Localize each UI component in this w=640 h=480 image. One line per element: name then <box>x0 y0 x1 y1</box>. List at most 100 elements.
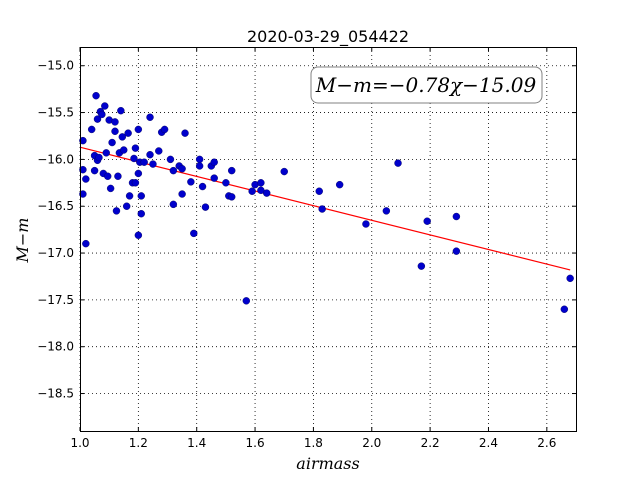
data-point <box>210 158 218 166</box>
data-point <box>87 125 96 134</box>
data-point <box>263 189 271 197</box>
data-point <box>134 231 143 239</box>
data-point <box>155 147 163 155</box>
data-point <box>146 151 154 159</box>
data-point <box>195 155 204 164</box>
data-point <box>79 165 87 174</box>
data-point <box>423 217 431 225</box>
data-point <box>111 118 119 126</box>
x-tick-label: 2.6 <box>537 436 556 450</box>
data-point <box>92 92 100 100</box>
annotation-text: M−m=−0.78χ−15.09 <box>315 73 537 97</box>
data-point <box>452 212 461 221</box>
data-point <box>198 182 207 191</box>
data-point <box>417 262 426 270</box>
data-point <box>104 172 112 180</box>
data-point <box>210 174 218 182</box>
data-point <box>169 166 178 175</box>
data-point <box>122 202 131 210</box>
data-point <box>124 129 132 137</box>
plot-frame <box>80 47 577 432</box>
equation-annotation: M−m=−0.78χ−15.09 <box>310 66 543 104</box>
data-point <box>166 155 175 164</box>
data-point <box>90 166 99 175</box>
data-point <box>178 190 186 198</box>
data-point <box>117 106 125 115</box>
data-point <box>93 115 102 123</box>
data-point <box>560 305 569 313</box>
data-point <box>82 175 90 183</box>
data-point <box>118 133 127 141</box>
x-tick-label: 1.6 <box>246 436 265 450</box>
data-point <box>95 153 103 162</box>
data-point <box>248 187 256 195</box>
data-point <box>111 127 119 135</box>
data-point <box>160 125 169 134</box>
data-point <box>131 179 140 187</box>
data-point <box>382 207 391 215</box>
data-point <box>137 210 145 218</box>
data-point <box>106 184 115 193</box>
data-point <box>195 162 204 170</box>
data-point <box>169 200 178 209</box>
data-point <box>228 166 236 175</box>
data-point <box>315 187 323 195</box>
data-point <box>146 113 154 121</box>
data-point <box>134 125 143 134</box>
y-tick-label: −17.5 <box>37 293 74 307</box>
data-point <box>101 102 109 110</box>
chart-title: 2020-03-29_054422 <box>247 27 409 47</box>
y-tick-label: −18.5 <box>37 387 74 401</box>
data-point <box>181 129 189 137</box>
data-point <box>102 149 110 157</box>
data-point <box>362 220 370 228</box>
data-point <box>149 160 157 168</box>
data-point <box>190 229 198 238</box>
y-axis-label: M−m <box>13 218 32 264</box>
data-point <box>112 207 121 215</box>
data-point <box>187 178 195 186</box>
data-point <box>242 297 251 305</box>
x-tick-label: 1.4 <box>187 436 206 450</box>
data-point <box>130 154 138 163</box>
y-tick-label: −16.0 <box>37 152 74 166</box>
data-point <box>452 247 461 255</box>
data-point <box>82 239 90 248</box>
data-point <box>79 136 87 145</box>
y-tick-label: −17.0 <box>37 246 74 260</box>
data-point <box>134 169 143 178</box>
x-tick-label: 1.8 <box>304 436 323 450</box>
x-tick-label: 1.2 <box>129 436 148 450</box>
data-point <box>335 180 344 189</box>
x-axis-label: airmass <box>296 454 359 473</box>
data-point <box>178 165 186 173</box>
y-tick-label: −18.0 <box>37 340 74 354</box>
y-tick-label: −15.5 <box>37 106 74 120</box>
data-point <box>79 190 87 198</box>
data-point <box>131 144 140 152</box>
data-point <box>280 167 288 176</box>
annotation-box <box>310 66 543 104</box>
data-point <box>257 179 265 187</box>
data-point <box>228 193 236 201</box>
x-tick-label: 2.0 <box>362 436 381 450</box>
data-point <box>201 203 210 211</box>
data-point <box>108 138 116 147</box>
data-point <box>394 159 402 167</box>
data-point <box>318 205 326 213</box>
data-point <box>137 192 145 200</box>
grid <box>79 47 576 431</box>
data-point <box>566 274 574 283</box>
x-tick-label: 1.0 <box>70 436 89 450</box>
data-point <box>120 146 128 154</box>
x-tick-label: 2.2 <box>421 436 440 450</box>
y-tick-label: −16.5 <box>37 199 74 213</box>
data-points <box>79 92 574 313</box>
y-tick-label: −15.0 <box>37 59 74 73</box>
data-point <box>114 172 122 180</box>
data-point <box>140 158 148 166</box>
data-point <box>222 179 230 187</box>
ticks: 1.0 1.2 1.4 1.6 1.8 2.0 2.2 2.4 2.6 −15.0 −15.5 −16… <box>37 47 576 450</box>
data-point <box>125 192 134 200</box>
